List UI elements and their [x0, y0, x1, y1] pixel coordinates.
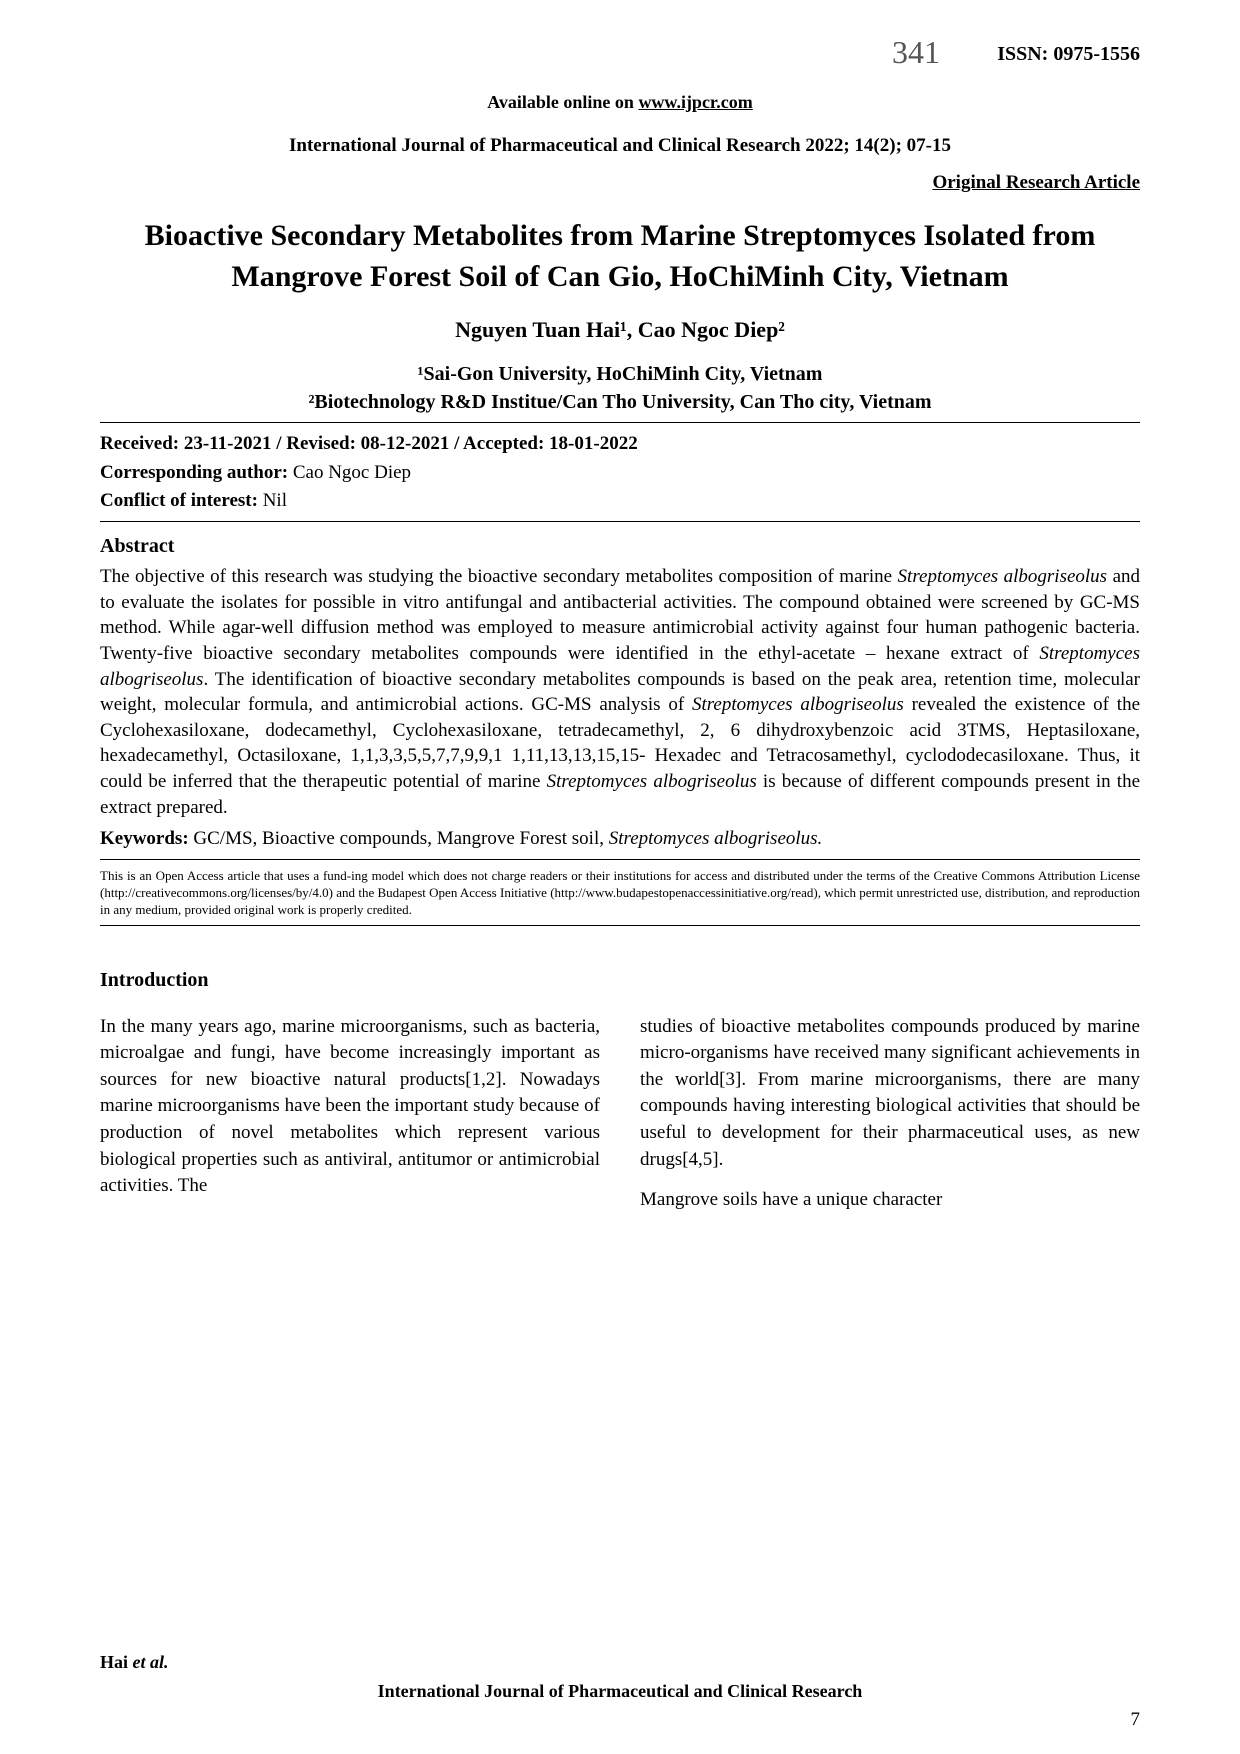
intro-paragraph-3: Mangrove soils have a unique character [640, 1187, 1140, 1214]
species-1: Streptomyces albogriseolus [898, 566, 1108, 587]
abstract-heading: Abstract [100, 532, 1140, 560]
conflict-label: Conflict of interest: [100, 490, 263, 511]
footer-etal: et al. [133, 1652, 169, 1672]
affiliation-1: ¹Sai-Gon University, HoChiMinh City, Vie… [100, 360, 1140, 388]
abstract-part-1: The objective of this research was study… [100, 566, 898, 587]
affiliations: ¹Sai-Gon University, HoChiMinh City, Vie… [100, 360, 1140, 416]
article-dates: Received: 23-11-2021 / Revised: 08-12-20… [100, 431, 1140, 458]
article-type: Original Research Article [100, 170, 1140, 197]
divider-2 [100, 521, 1140, 522]
handwritten-annotation: 341 [892, 30, 940, 75]
divider-1 [100, 422, 1140, 423]
license-text: This is an Open Access article that uses… [100, 868, 1140, 919]
page-number: 7 [1131, 1707, 1141, 1734]
introduction-columns: In the many years ago, marine microorgan… [100, 1014, 1140, 1228]
footer-journal: International Journal of Pharmaceutical … [100, 1679, 1140, 1704]
intro-paragraph-2: studies of bioactive metabolites compoun… [640, 1014, 1140, 1174]
species-3: Streptomyces albogriseolus [692, 694, 904, 715]
divider-4 [100, 925, 1140, 926]
conflict-value: Nil [263, 490, 287, 511]
keywords: Keywords: GC/MS, Bioactive compounds, Ma… [100, 826, 1140, 853]
keywords-species: Streptomyces albogriseolus. [609, 828, 823, 849]
available-url: www.ijpcr.com [638, 92, 752, 112]
available-text: Available online on [487, 92, 638, 112]
corresponding-author: Corresponding author: Cao Ngoc Diep [100, 460, 1140, 487]
authors: Nguyen Tuan Hai¹, Cao Ngoc Diep² [100, 315, 1140, 346]
corresponding-label: Corresponding author: [100, 462, 293, 483]
introduction-heading: Introduction [100, 966, 1140, 994]
conflict-of-interest: Conflict of interest: Nil [100, 488, 1140, 515]
affiliation-2: ²Biotechnology R&D Institue/Can Tho Univ… [100, 388, 1140, 416]
keywords-label: Keywords: [100, 828, 193, 849]
corresponding-value: Cao Ngoc Diep [293, 462, 411, 483]
species-4: Streptomyces albogriseolus [547, 771, 757, 792]
intro-paragraph-1: In the many years ago, marine microorgan… [100, 1014, 600, 1200]
available-online: Available online on www.ijpcr.com [100, 90, 1140, 115]
column-left: In the many years ago, marine microorgan… [100, 1014, 600, 1228]
abstract-text: The objective of this research was study… [100, 564, 1140, 820]
column-right: studies of bioactive metabolites compoun… [640, 1014, 1140, 1228]
article-title: Bioactive Secondary Metabolites from Mar… [100, 216, 1140, 297]
footer-author-name: Hai [100, 1652, 133, 1672]
divider-3 [100, 859, 1140, 860]
journal-reference: International Journal of Pharmaceutical … [100, 133, 1140, 160]
footer-author: Hai et al. [100, 1652, 169, 1672]
keywords-text: GC/MS, Bioactive compounds, Mangrove For… [193, 828, 608, 849]
page-footer: Hai et al. International Journal of Phar… [100, 1650, 1140, 1704]
issn-label: ISSN: 0975-1556 [997, 40, 1140, 68]
